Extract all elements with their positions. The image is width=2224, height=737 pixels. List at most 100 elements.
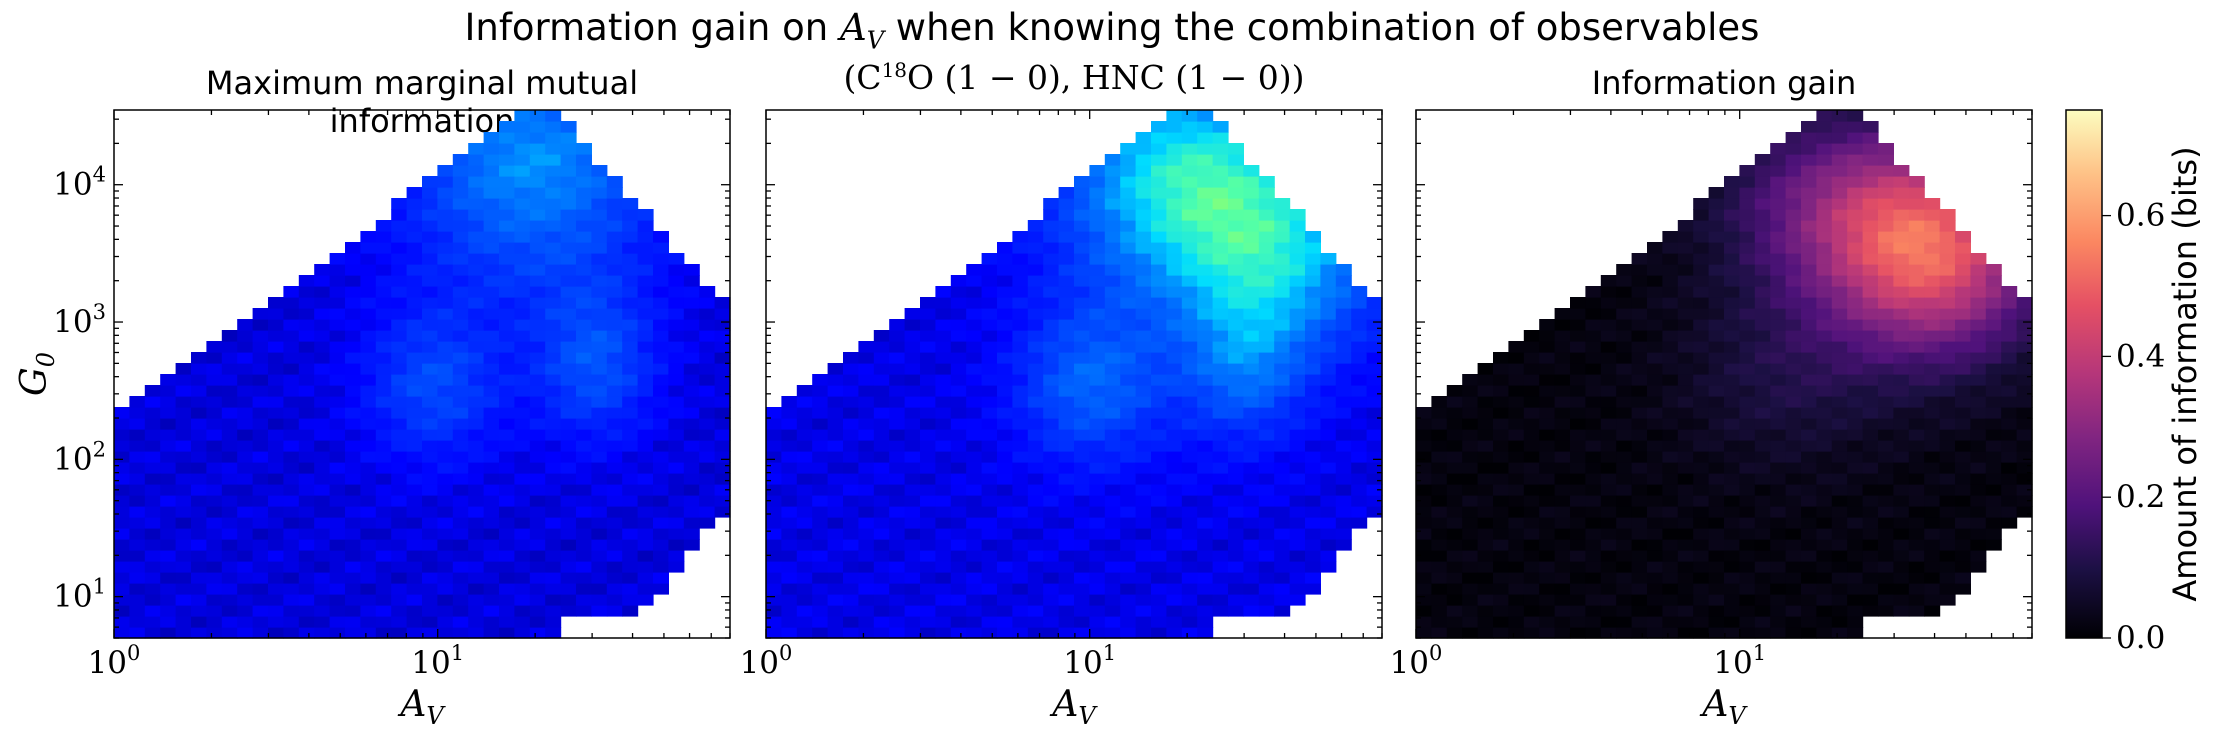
heatmap-cell bbox=[1847, 605, 1864, 617]
heatmap-cell bbox=[1693, 451, 1710, 463]
heatmap-cell bbox=[1801, 165, 1817, 177]
heatmap-cell bbox=[129, 451, 146, 463]
heatmap-cell bbox=[1600, 495, 1617, 507]
heatmap-cell bbox=[1431, 495, 1448, 507]
heatmap-cell bbox=[1985, 473, 2002, 485]
heatmap-cell bbox=[406, 286, 423, 298]
heatmap-cell bbox=[1166, 517, 1183, 529]
heatmap-cell bbox=[1104, 506, 1121, 518]
heatmap-cell bbox=[904, 572, 921, 584]
heatmap-cell bbox=[1831, 176, 1848, 188]
heatmap-cell bbox=[781, 429, 798, 441]
heatmap-cell bbox=[499, 286, 515, 298]
heatmap-cell bbox=[1289, 484, 1306, 496]
heatmap-cell bbox=[766, 495, 782, 507]
heatmap-cell bbox=[298, 605, 315, 617]
heatmap-cell bbox=[812, 616, 829, 628]
heatmap-cell bbox=[560, 484, 577, 496]
heatmap-cell bbox=[1677, 286, 1694, 298]
heatmap-cell bbox=[904, 374, 921, 386]
heatmap-cell bbox=[1508, 550, 1525, 562]
x-axis-label: AV bbox=[1699, 684, 1748, 730]
heatmap-cell bbox=[966, 462, 983, 474]
heatmap-cell bbox=[1785, 506, 1802, 518]
heatmap-cell bbox=[1074, 352, 1090, 364]
heatmap-cell bbox=[1862, 429, 1879, 441]
heatmap-cell bbox=[468, 484, 485, 496]
heatmap-cell bbox=[1616, 286, 1633, 298]
heatmap-cell bbox=[683, 407, 700, 419]
heatmap-cell bbox=[422, 253, 438, 265]
heatmap-cell bbox=[1151, 154, 1167, 166]
heatmap-cell bbox=[560, 198, 577, 210]
heatmap-cell bbox=[1043, 473, 1060, 485]
heatmap-cell bbox=[637, 473, 654, 485]
heatmap-cell bbox=[1197, 495, 1214, 507]
heatmap-cell bbox=[1785, 220, 1802, 232]
heatmap-cell bbox=[1289, 297, 1306, 309]
heatmap-cell bbox=[1043, 528, 1060, 540]
x-tick-label: 101 bbox=[1063, 641, 1116, 681]
heatmap-cell bbox=[1089, 330, 1106, 342]
heatmap-cell bbox=[406, 187, 423, 199]
heatmap-cell bbox=[1878, 429, 1894, 441]
heatmap-cell bbox=[468, 374, 485, 386]
heatmap-cell bbox=[1878, 451, 1894, 463]
heatmap-cell bbox=[1600, 594, 1617, 606]
heatmap-cell bbox=[1135, 594, 1152, 606]
heatmap-cell bbox=[514, 506, 531, 518]
heatmap-cell bbox=[422, 572, 438, 584]
heatmap-cell bbox=[499, 176, 515, 188]
heatmap-cell bbox=[1785, 495, 1802, 507]
heatmap-cell bbox=[1104, 264, 1121, 276]
heatmap-cell bbox=[966, 539, 983, 551]
heatmap-cell bbox=[422, 418, 438, 430]
heatmap-cell bbox=[1104, 385, 1121, 397]
heatmap-cell bbox=[1493, 396, 1509, 408]
heatmap-cell bbox=[1274, 352, 1291, 364]
heatmap-cell bbox=[114, 407, 130, 419]
heatmap-cell bbox=[1585, 396, 1602, 408]
heatmap-cell bbox=[606, 286, 623, 298]
heatmap-cell bbox=[545, 220, 562, 232]
heatmap-cell bbox=[468, 308, 485, 320]
heatmap-cell bbox=[1693, 473, 1710, 485]
heatmap-cell bbox=[422, 616, 438, 628]
heatmap-cell bbox=[997, 407, 1013, 419]
heatmap-cell bbox=[1939, 495, 1956, 507]
heatmap-cell bbox=[1770, 605, 1787, 617]
heatmap-cell bbox=[981, 418, 998, 430]
heatmap-cell bbox=[1305, 495, 1321, 507]
heatmap-cell bbox=[591, 451, 608, 463]
heatmap-cell bbox=[591, 297, 608, 309]
heatmap-cell bbox=[1816, 550, 1833, 562]
heatmap-cell bbox=[1893, 242, 1910, 254]
heatmap-cell bbox=[1289, 374, 1306, 386]
heatmap-cell bbox=[1120, 484, 1137, 496]
heatmap-cell bbox=[966, 286, 983, 298]
heatmap-cell bbox=[252, 583, 269, 595]
heatmap-cell bbox=[1985, 528, 2002, 540]
heatmap-cell bbox=[391, 385, 408, 397]
heatmap-cell bbox=[1908, 253, 1925, 265]
heatmap-cell bbox=[160, 473, 177, 485]
heatmap-cell bbox=[1320, 462, 1337, 474]
heatmap-cell bbox=[1523, 407, 1540, 419]
heatmap-cell bbox=[981, 616, 998, 628]
heatmap-cell bbox=[329, 484, 346, 496]
heatmap-cell bbox=[1274, 264, 1291, 276]
heatmap-cell bbox=[529, 198, 546, 210]
heatmap-cell bbox=[206, 341, 223, 353]
heatmap-cell bbox=[1258, 264, 1275, 276]
heatmap-cell bbox=[591, 506, 608, 518]
heatmap-cell bbox=[499, 319, 515, 331]
heatmap-cell bbox=[268, 605, 284, 617]
heatmap-cell bbox=[1181, 253, 1198, 265]
heatmap-cell bbox=[683, 539, 700, 551]
heatmap-cell bbox=[622, 550, 639, 562]
heatmap-cell bbox=[1151, 132, 1167, 144]
heatmap-cell bbox=[1493, 517, 1509, 529]
heatmap-cell bbox=[699, 440, 716, 452]
heatmap-cell bbox=[391, 209, 408, 221]
heatmap-cell bbox=[1585, 385, 1602, 397]
